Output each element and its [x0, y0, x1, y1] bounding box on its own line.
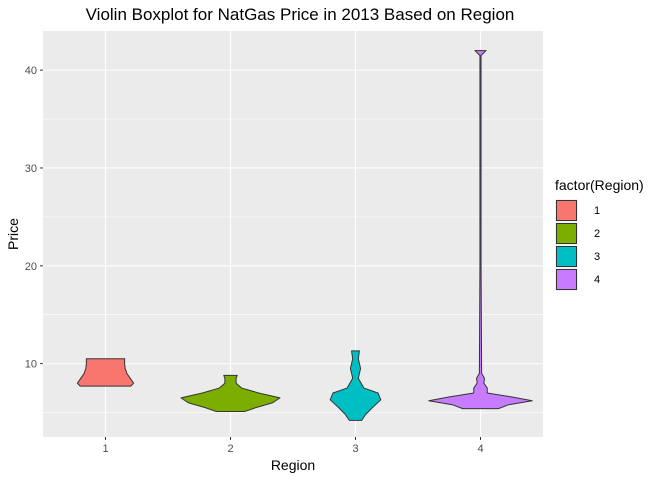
violin-region-1 [76, 358, 135, 387]
legend-key-4 [556, 269, 577, 290]
legend-label-3: 3 [594, 251, 600, 263]
plot-panel [43, 31, 543, 437]
x-tick-label: 4 [477, 443, 483, 455]
legend: 1 2 3 4 [555, 199, 600, 291]
y-tick-label: 20 [25, 261, 37, 273]
legend-label-4: 4 [594, 274, 600, 286]
legend-label-1: 1 [594, 205, 600, 217]
x-axis: 1 2 3 4 [102, 437, 484, 455]
legend-title: factor(Region) [555, 177, 644, 193]
x-tick-label: 1 [102, 443, 108, 455]
legend-label-2: 2 [594, 228, 600, 240]
y-axis: 10 20 30 40 [25, 65, 43, 371]
y-tick-label: 40 [25, 65, 37, 77]
violin-region-2 [180, 374, 281, 413]
legend-key-3 [556, 246, 577, 267]
violins-group [76, 50, 533, 421]
x-tick-label: 2 [227, 443, 233, 455]
legend-key-2 [556, 223, 577, 244]
y-tick-label: 10 [25, 359, 37, 371]
y-axis-title: Price [5, 218, 21, 250]
y-tick-label: 30 [25, 163, 37, 175]
x-tick-label: 3 [352, 443, 358, 455]
legend-key-1 [556, 200, 577, 221]
chart-title: Violin Boxplot for NatGas Price in 2013 … [86, 5, 515, 24]
violin-region-4 [428, 50, 533, 410]
violin-region-3 [329, 350, 382, 421]
x-axis-title: Region [271, 457, 315, 473]
